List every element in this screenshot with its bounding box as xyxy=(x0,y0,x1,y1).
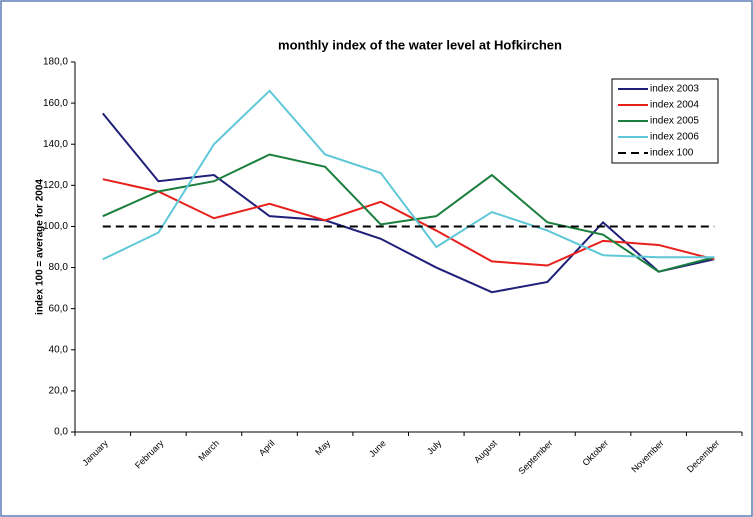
y-tick-label: 180,0 xyxy=(43,57,68,68)
y-tick-label: 120,0 xyxy=(43,180,68,191)
series-line xyxy=(102,112,715,294)
legend-label: index 2003 xyxy=(650,84,699,95)
y-tick-label: 0,0 xyxy=(54,427,68,438)
series-line xyxy=(102,89,715,261)
chart-title: monthly index of the water level at Hofk… xyxy=(278,37,562,52)
y-tick-label: 140,0 xyxy=(43,139,68,150)
legend-label: index 100 xyxy=(650,148,694,159)
y-tick-label: 80,0 xyxy=(49,262,69,273)
legend-label: index 2005 xyxy=(650,116,699,127)
y-tick-label: 160,0 xyxy=(43,98,68,109)
y-axis-title: index 100 = average for 2004 xyxy=(35,179,46,315)
legend-label: index 2006 xyxy=(650,132,699,143)
y-tick-label: 60,0 xyxy=(49,303,69,314)
y-tick-label: 40,0 xyxy=(49,344,69,355)
series-line xyxy=(102,153,715,273)
legend-label: index 2004 xyxy=(650,100,699,111)
y-tick-label: 20,0 xyxy=(49,386,69,397)
y-tick-label: 100,0 xyxy=(43,221,68,232)
